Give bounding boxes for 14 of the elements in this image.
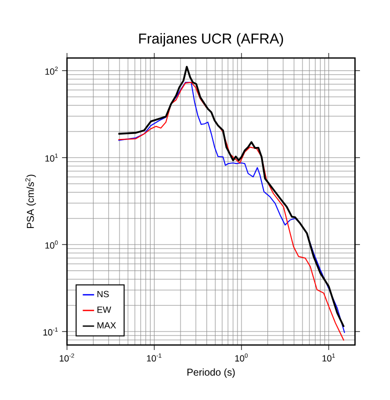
- legend-label: EW: [97, 306, 112, 313]
- chart-title: Fraijanes UCR (AFRA): [139, 33, 284, 47]
- y-tick-label: 10$^{0}$: [45, 240, 58, 249]
- y-axis-title: PSA (cm/s$^{2}$): [25, 174, 36, 228]
- legend-label: MAX: [97, 322, 116, 328]
- y-tick-label: 10$^{1}$: [45, 154, 58, 162]
- x-tick-label: 10$^{1}$: [322, 353, 335, 362]
- legend-label: NS: [97, 290, 109, 298]
- x-tick-label: 10$^{-1}$: [147, 353, 162, 362]
- y-tick-label: 10$^{2}$: [45, 66, 58, 75]
- x-tick-label: 10$^{0}$: [235, 353, 248, 362]
- x-tick-label: 10$^{-2}$: [60, 353, 74, 362]
- y-tick-label: 10$^{-1}$: [43, 328, 58, 336]
- x-axis-title: Periodo (s): [187, 368, 235, 378]
